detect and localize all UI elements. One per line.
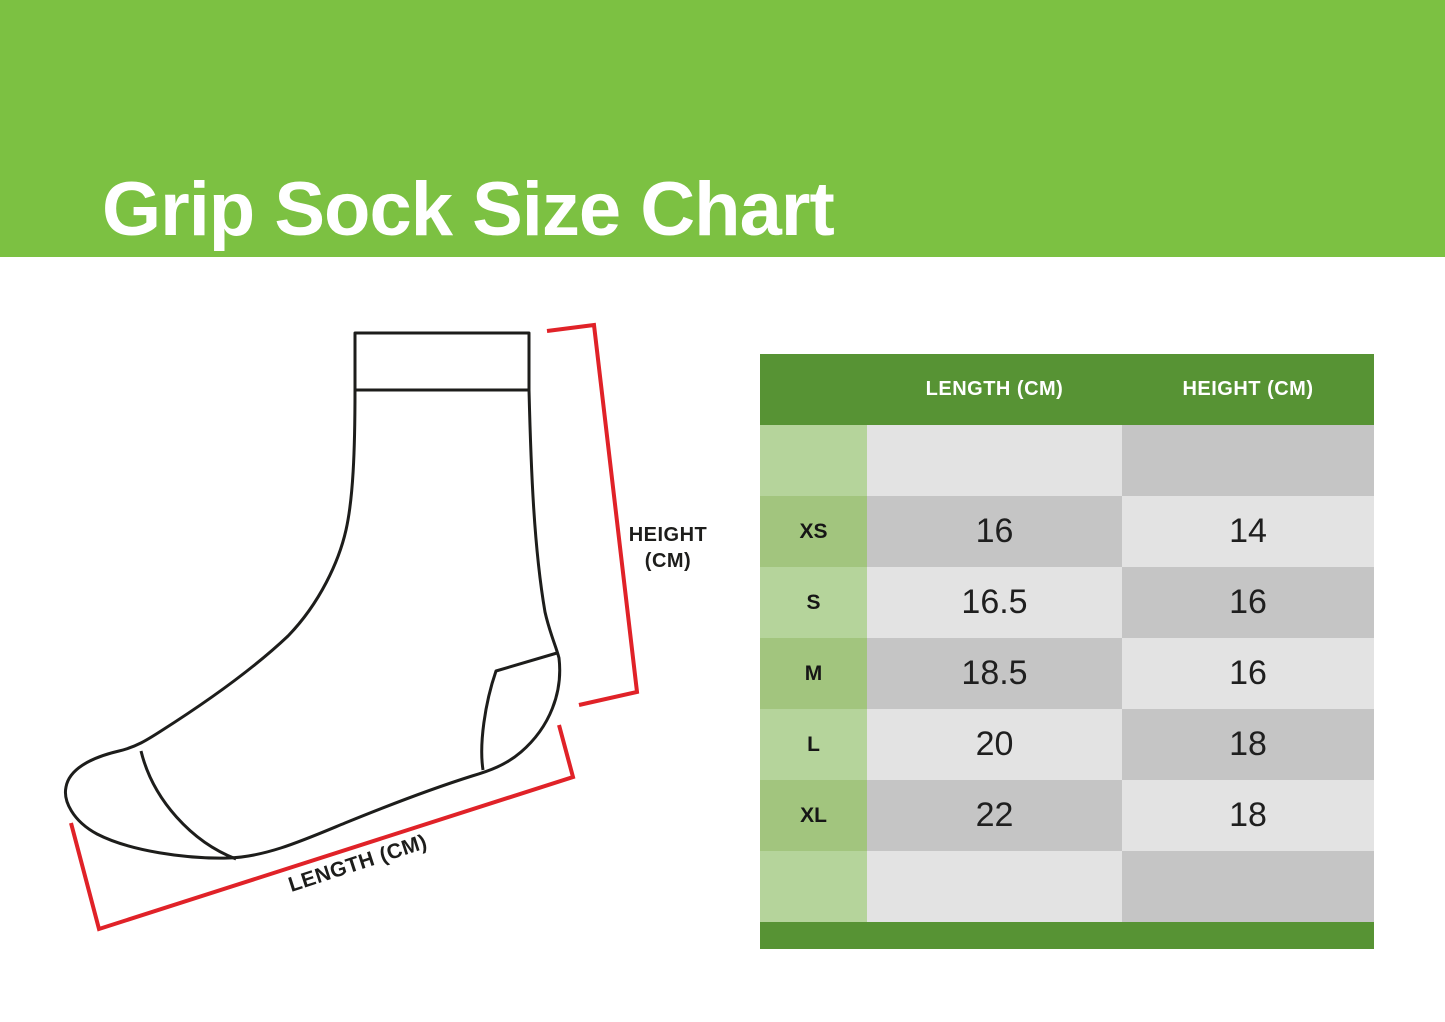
table-cell-height-xs: 14 — [1122, 496, 1374, 567]
table-cell-height-xl: 18 — [1122, 780, 1374, 851]
length-dimension-line — [69, 724, 576, 932]
table-cell-height-l: 18 — [1122, 709, 1374, 780]
table-cell-length-s: 16.5 — [867, 567, 1122, 638]
sock-outline-path — [63, 331, 562, 860]
table-cell-size-l: L — [760, 709, 867, 780]
table-cell-size-xl: XL — [760, 780, 867, 851]
heel-seam — [480, 651, 558, 771]
table-cell-size — [760, 851, 867, 922]
table-cell-height-m: 16 — [1122, 638, 1374, 709]
size-table: LENGTH (CM) HEIGHT (CM) XS 16 14 S 16.5 … — [760, 354, 1374, 949]
table-cell-size-m: M — [760, 638, 867, 709]
table-header-size — [760, 354, 867, 425]
table-cell-length — [867, 425, 1122, 496]
table-cell-height — [1122, 851, 1374, 922]
height-dimension-label: HEIGHT (CM) — [628, 524, 708, 572]
toe-seam — [139, 750, 237, 861]
table-cell-size-s: S — [760, 567, 867, 638]
table-cell-height-s: 16 — [1122, 567, 1374, 638]
table-footer-bar — [760, 922, 1374, 949]
table-cell-size-xs: XS — [760, 496, 867, 567]
table-cell-size — [760, 425, 867, 496]
table-cell-length — [867, 851, 1122, 922]
table-header-height: HEIGHT (CM) — [1122, 354, 1374, 425]
table-cell-length-xs: 16 — [867, 496, 1122, 567]
table-header-length: LENGTH (CM) — [867, 354, 1122, 425]
table-cell-height — [1122, 425, 1374, 496]
page-title: Grip Sock Size Chart — [102, 167, 835, 252]
header-banner: Grip Sock Size Chart — [0, 0, 1445, 257]
table-cell-length-m: 18.5 — [867, 638, 1122, 709]
table-cell-length-l: 20 — [867, 709, 1122, 780]
height-dimension-line — [546, 322, 640, 707]
table-cell-length-xl: 22 — [867, 780, 1122, 851]
